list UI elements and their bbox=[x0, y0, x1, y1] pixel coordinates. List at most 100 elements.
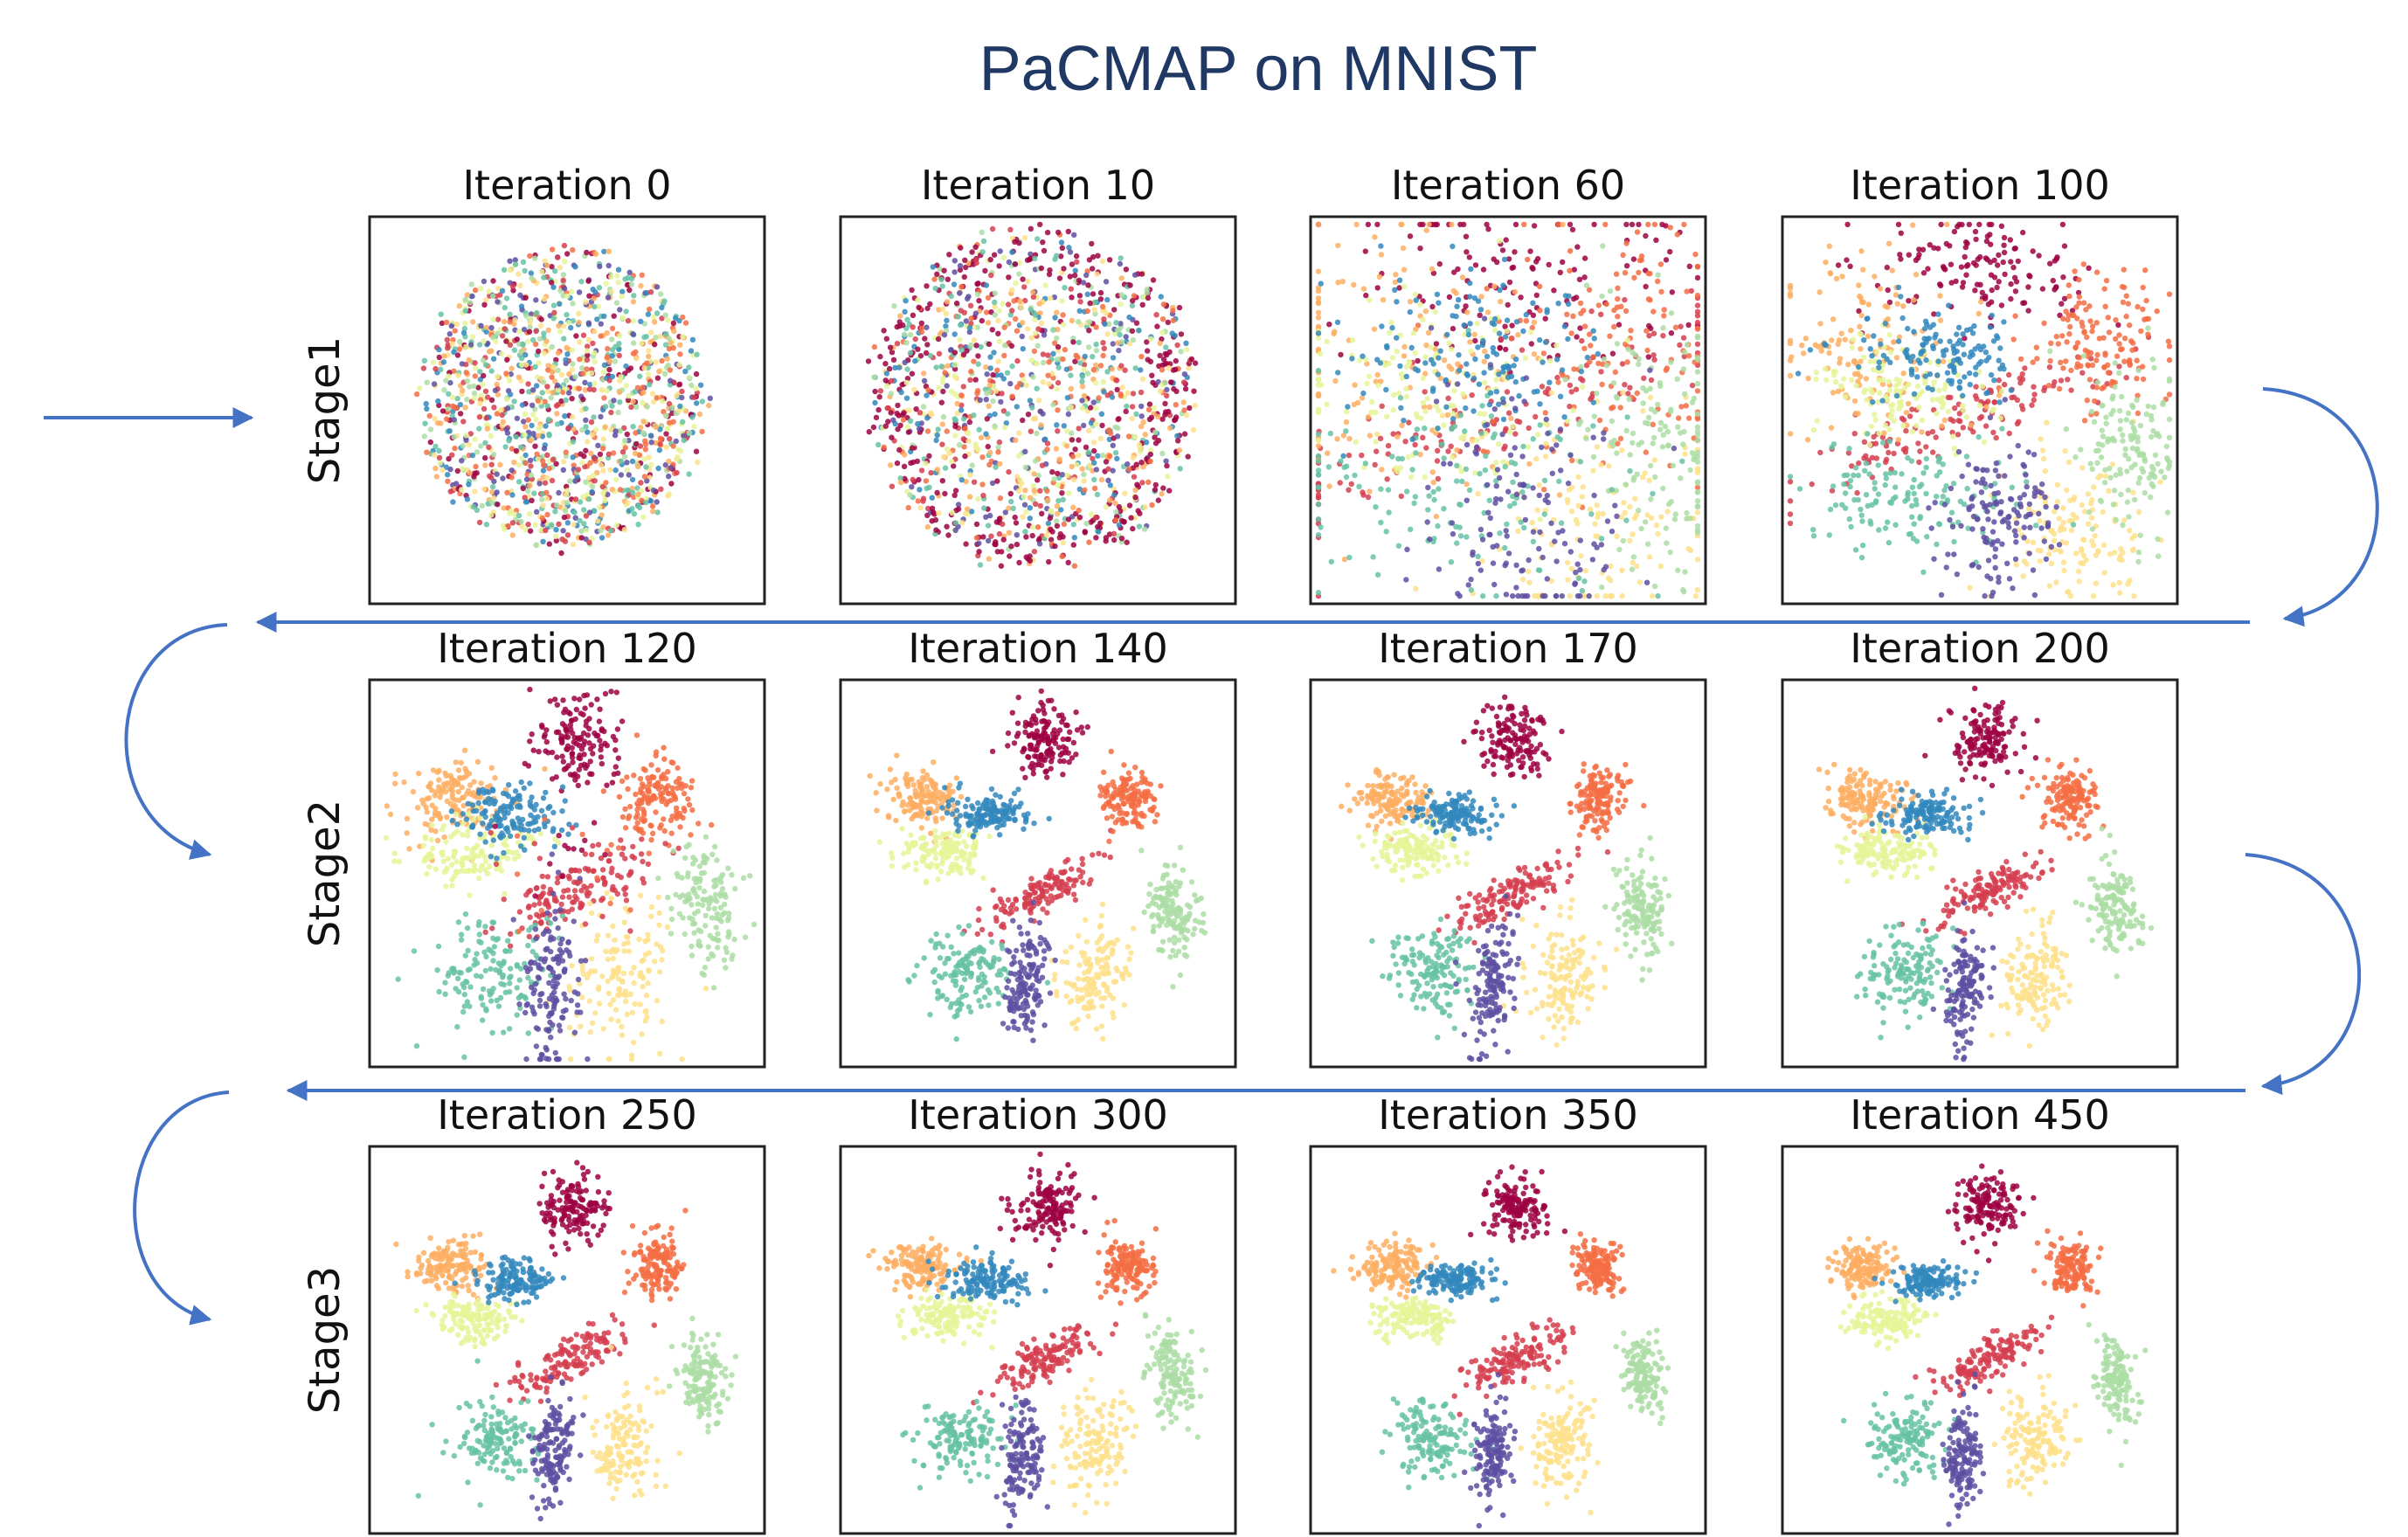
scatter-point bbox=[1631, 274, 1637, 281]
scatter-point bbox=[1530, 538, 1537, 544]
scatter-point bbox=[630, 424, 636, 430]
scatter-point bbox=[1409, 467, 1415, 473]
scatter-point bbox=[944, 446, 951, 453]
scatter-point bbox=[1132, 495, 1138, 501]
scatter-point bbox=[1647, 297, 1653, 303]
scatter-point bbox=[911, 386, 917, 393]
scatter-point bbox=[2056, 516, 2062, 522]
scatter-point bbox=[1858, 346, 1864, 352]
scatter-point bbox=[1886, 378, 1892, 384]
scatter-point bbox=[1050, 350, 1056, 357]
scatter-point bbox=[471, 383, 477, 390]
scatter-point bbox=[1506, 279, 1513, 286]
scatter-point bbox=[971, 412, 977, 419]
scatter-point bbox=[1519, 567, 1526, 573]
scatter-point bbox=[1079, 398, 1085, 404]
scatter-point bbox=[552, 378, 558, 384]
scatter-point bbox=[968, 368, 974, 375]
scatter-point bbox=[1008, 543, 1014, 550]
scatter-point bbox=[1582, 568, 1589, 574]
scatter-point bbox=[1687, 516, 1694, 522]
scatter-point bbox=[556, 521, 562, 527]
scatter-point bbox=[1606, 463, 1612, 469]
scatter-point bbox=[612, 343, 619, 350]
scatter-point bbox=[989, 480, 996, 487]
scatter-point bbox=[1986, 221, 1992, 228]
scatter-point bbox=[1598, 311, 1604, 317]
scatter-point bbox=[579, 365, 585, 371]
scatter-point bbox=[1403, 385, 1409, 391]
scatter-point bbox=[1476, 381, 1483, 387]
scatter-point bbox=[1886, 299, 1893, 306]
scatter-point bbox=[1171, 385, 1177, 392]
scatter-point bbox=[1125, 466, 1132, 473]
scatter-point bbox=[2083, 307, 2089, 313]
scatter-point bbox=[467, 431, 474, 437]
scatter-point bbox=[1023, 382, 1029, 389]
scatter-point bbox=[1488, 413, 1495, 419]
scatter-point bbox=[942, 465, 949, 471]
scatter-point bbox=[1399, 221, 1405, 228]
scatter-point bbox=[1472, 448, 1478, 455]
scatter-point bbox=[1787, 282, 1794, 289]
scatter-point bbox=[915, 346, 921, 352]
scatter-point bbox=[1444, 331, 1450, 338]
scatter-point bbox=[1510, 264, 1517, 271]
scatter-point bbox=[1021, 494, 1027, 500]
scatter-point bbox=[2039, 286, 2046, 292]
scatter-point bbox=[1648, 377, 1655, 384]
scatter-point bbox=[522, 452, 529, 459]
scatter-point bbox=[439, 467, 446, 474]
scatter-point bbox=[536, 481, 543, 487]
scatter-point bbox=[609, 325, 616, 332]
scatter-point bbox=[626, 269, 633, 275]
scatter-point bbox=[1444, 382, 1451, 388]
scatter-point bbox=[1848, 327, 1854, 334]
scatter-point bbox=[645, 311, 652, 317]
scatter-point bbox=[445, 345, 451, 351]
scatter-point bbox=[1681, 391, 1688, 398]
scatter-point bbox=[1634, 229, 1641, 235]
scatter-point bbox=[1469, 392, 1475, 398]
scatter-point bbox=[976, 549, 982, 555]
scatter-point bbox=[1027, 557, 1034, 564]
scatter-point bbox=[1315, 287, 1322, 294]
scatter-point bbox=[1111, 537, 1118, 543]
scatter-point bbox=[959, 520, 965, 526]
scatter-point bbox=[1556, 492, 1563, 498]
scatter-point bbox=[666, 345, 673, 352]
scatter-point bbox=[697, 382, 704, 388]
scatter-point bbox=[1116, 347, 1122, 354]
scatter-point bbox=[1173, 402, 1180, 408]
scatter-point bbox=[1423, 227, 1430, 233]
scatter-point bbox=[1454, 462, 1460, 469]
scatter-point bbox=[1042, 436, 1048, 442]
scatter-point bbox=[554, 502, 560, 509]
scatter-point bbox=[928, 412, 935, 418]
scatter-point bbox=[1910, 222, 1916, 228]
scatter-point bbox=[1485, 509, 1491, 516]
scatter-point bbox=[491, 478, 497, 485]
scatter-point bbox=[955, 506, 962, 512]
scatter-point bbox=[1499, 247, 1506, 253]
scatter-point bbox=[522, 362, 529, 368]
scatter-point bbox=[1471, 331, 1477, 337]
scatter-point bbox=[1804, 437, 1811, 443]
scatter-point bbox=[1076, 486, 1083, 492]
scatter-point bbox=[905, 504, 911, 511]
scatter-point bbox=[963, 479, 969, 485]
scatter-point bbox=[1370, 554, 1376, 560]
scatter-point bbox=[1915, 440, 1921, 447]
scatter-point bbox=[1450, 530, 1457, 537]
scatter-point bbox=[580, 396, 586, 403]
scatter-point bbox=[539, 496, 545, 502]
scatter-point bbox=[1394, 465, 1400, 471]
scatter-point bbox=[1025, 412, 1032, 418]
scatter-point bbox=[665, 493, 671, 499]
scatter-point bbox=[1087, 405, 1094, 411]
scatter-point bbox=[1640, 407, 1646, 414]
scatter-point bbox=[1817, 321, 1823, 327]
scatter-point bbox=[1546, 261, 1552, 268]
scatter-point bbox=[1147, 451, 1154, 458]
scatter-point bbox=[951, 331, 958, 337]
